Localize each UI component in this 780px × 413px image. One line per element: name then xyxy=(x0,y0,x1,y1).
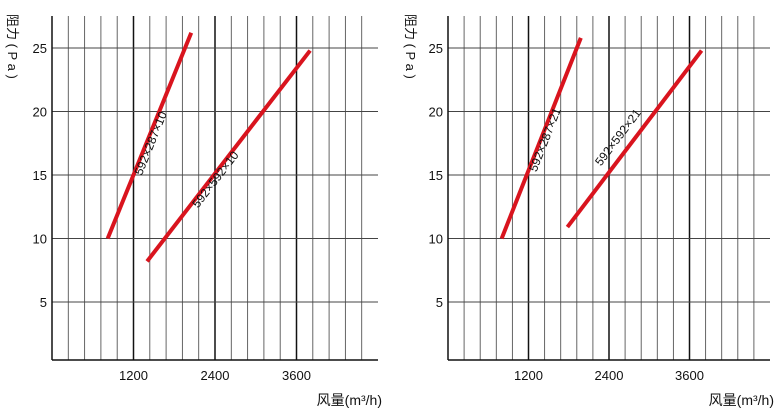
y-tick-label: 25 xyxy=(33,41,47,56)
x-tick-label: 2400 xyxy=(201,368,230,383)
x-axis-label: 风量(m³/h) xyxy=(317,392,382,408)
series-line xyxy=(565,49,704,229)
series-label: 592×287×10 xyxy=(132,109,170,177)
y-axis-label: 阻力 ( P a ) xyxy=(5,14,20,79)
y-tick-label: 20 xyxy=(429,105,443,120)
y-tick-label: 5 xyxy=(436,295,443,310)
y-tick-label: 5 xyxy=(40,295,47,310)
y-tick-label: 25 xyxy=(429,41,443,56)
x-axis-label: 风量(m³/h) xyxy=(709,392,774,408)
y-axis-label: 阻力 ( P a ) xyxy=(403,14,418,79)
x-tick-label: 3600 xyxy=(282,368,311,383)
y-tick-label: 20 xyxy=(33,105,47,120)
x-tick-label: 3600 xyxy=(675,368,704,383)
y-tick-label: 15 xyxy=(33,168,47,183)
x-tick-label: 2400 xyxy=(595,368,624,383)
series-line xyxy=(105,32,194,240)
series-line xyxy=(145,49,312,263)
series-line xyxy=(499,37,583,240)
chart-left: 5 10 15 20 25 1200 2400 3600 阻力 ( P a ) 风量(m³/h) 5… xyxy=(5,14,382,408)
x-tick-label: 1200 xyxy=(119,368,148,383)
y-tick-label: 15 xyxy=(429,168,443,183)
x-tick-label: 1200 xyxy=(514,368,543,383)
y-tick-label: 10 xyxy=(429,232,443,247)
y-tick-label: 10 xyxy=(33,232,47,247)
